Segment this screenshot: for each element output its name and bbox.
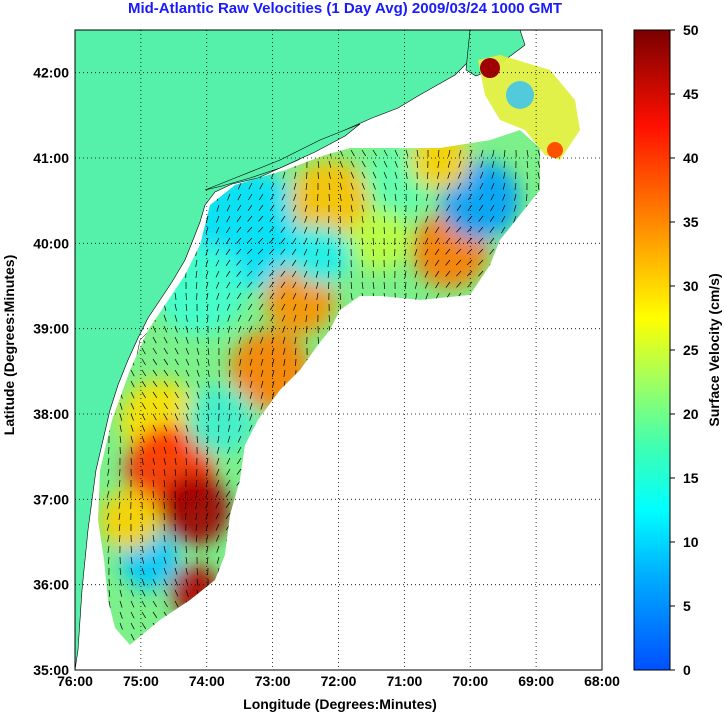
y-tick-label: 36:00: [33, 577, 69, 593]
land-mass: [75, 30, 471, 670]
y-tick-label: 39:00: [33, 321, 69, 337]
y-tick-label: 40:00: [33, 235, 69, 251]
colorbar-tick-label: 10: [683, 534, 699, 550]
x-axis: 76:00 75:00 74:00 73:00 72:00 71:00 70:00 69:00…: [57, 673, 620, 689]
x-tick-label: 76:00: [57, 673, 93, 689]
colorbar-tick-label: 30: [683, 278, 699, 294]
long-island: [204, 123, 361, 191]
chart-title: Mid-Atlantic Raw Velocities (1 Day Avg) …: [127, 0, 563, 17]
x-tick-label: 70:00: [452, 673, 488, 689]
colorbar-tick-label: 45: [683, 86, 699, 102]
colorbar-tick-label: 35: [683, 214, 699, 230]
y-axis: 35:00 36:00 37:00 38:00 39:00 40:00 41:00 42:00: [33, 65, 69, 678]
colorbar-tick-label: 25: [683, 342, 699, 358]
x-tick-label: 71:00: [386, 673, 422, 689]
colorbar-tick-label: 50: [683, 22, 699, 38]
plot-grid: [75, 30, 602, 670]
x-tick-label: 74:00: [189, 673, 225, 689]
y-tick-label: 35:00: [33, 662, 69, 678]
colorbar-tick-label: 5: [683, 598, 691, 614]
colorbar-tick-label: 20: [683, 406, 699, 422]
x-tick-label: 68:00: [584, 673, 620, 689]
x-tick-label: 72:00: [321, 673, 357, 689]
y-tick-label: 38:00: [33, 406, 69, 422]
y-tick-label: 37:00: [33, 491, 69, 507]
colorbar-label: Surface Velocity (cm/s): [706, 273, 722, 426]
x-tick-label: 73:00: [255, 673, 291, 689]
plot-frame: [74, 29, 603, 671]
y-tick-label: 42:00: [33, 65, 69, 81]
colorbar: [633, 29, 671, 671]
colorbar-tick-label: 40: [683, 150, 699, 166]
x-tick-label: 69:00: [518, 673, 554, 689]
y-axis-label: Latitude (Degrees:Minutes): [1, 255, 17, 435]
y-tick-label: 41:00: [33, 150, 69, 166]
colorbar-ticks: 0 5 10 15 20 25 30 35 40 45 50: [670, 22, 699, 678]
colorbar-tick-label: 0: [683, 662, 691, 678]
x-axis-label: Longitude (Degrees:Minutes): [243, 696, 437, 712]
x-tick-label: 75:00: [123, 673, 159, 689]
colorbar-tick-label: 15: [683, 470, 699, 486]
